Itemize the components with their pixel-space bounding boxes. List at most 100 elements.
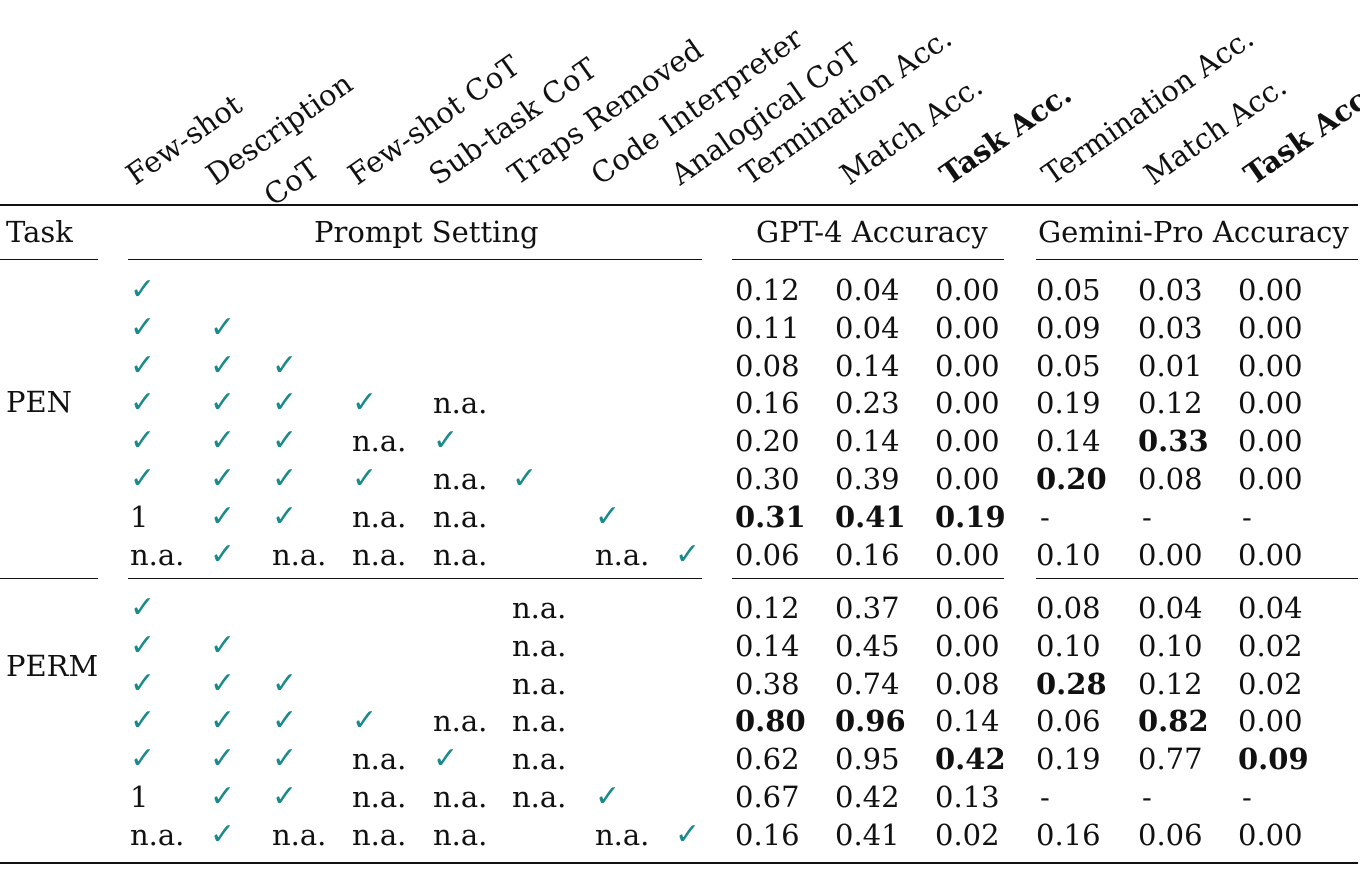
check-icon: ✓ (210, 703, 236, 739)
gpt4-metric-cell: 0.96 (835, 704, 906, 739)
prompt-cell: n.a. (512, 666, 567, 701)
check-icon: ✓ (272, 498, 298, 534)
check-icon: ✓ (595, 779, 621, 814)
gpt4-metric-cell: 0.16 (835, 537, 900, 572)
task-header: Task (6, 215, 73, 249)
gemini-metric-cell: 0.82 (1138, 704, 1209, 739)
gemini-metric-cell: 0.00 (1138, 537, 1203, 572)
check-icon: ✓ (675, 816, 701, 852)
gpt4-metric-cell: 0.16 (735, 386, 800, 421)
check-icon: ✓ (433, 423, 459, 459)
prompt-cell: n.a. (352, 499, 407, 534)
gemini-metric-cell: 0.03 (1138, 273, 1203, 307)
check-icon: ✓ (130, 461, 156, 496)
gpt4-metric-cell: 0.00 (935, 310, 1000, 345)
gemini-metric-cell: 0.02 (1238, 628, 1303, 663)
check-icon: ✓ (272, 423, 298, 459)
check-icon: ✓ (210, 741, 236, 777)
gemini-metric-cell: 0.06 (1036, 704, 1101, 739)
gpt4-metric-cell: 0.20 (735, 424, 800, 459)
gemini-metric-cell: 0.08 (1036, 591, 1101, 625)
check-icon: ✓ (512, 461, 538, 496)
prompt-cell: n.a. (512, 742, 567, 777)
check-icon: ✓ (210, 536, 236, 572)
task-label: PERM (6, 649, 99, 683)
task-label: PEN (6, 385, 73, 419)
prompt-cell: n.a. (512, 780, 567, 814)
gemini-metric-cell: 0.05 (1036, 348, 1101, 383)
prompt-cell: n.a. (130, 817, 185, 852)
gpt4-metric-cell: 0.31 (735, 499, 806, 534)
check-icon: ✓ (130, 347, 156, 383)
check-icon: ✓ (272, 665, 298, 701)
check-icon: ✓ (130, 423, 156, 459)
gemini-metric-cell: 0.05 (1036, 273, 1101, 307)
check-icon: ✓ (210, 309, 236, 345)
sep-rule-gemini (1036, 578, 1358, 579)
gemini-metric-cell: 0.00 (1238, 817, 1303, 852)
gemini-metric-cell: 0.20 (1036, 462, 1107, 496)
gemini-metric-cell: - (1242, 499, 1252, 534)
gpt4-metric-cell: 0.14 (735, 628, 800, 663)
gpt4-metric-cell: 0.00 (935, 462, 1000, 496)
gemini-metric-cell: - (1142, 499, 1152, 534)
gpt4-accuracy-header: GPT-4 Accuracy (756, 215, 988, 249)
check-icon: ✓ (130, 703, 156, 739)
prompt-cell: n.a. (433, 462, 488, 496)
gpt4-metric-cell: 0.12 (735, 273, 800, 307)
gemini-metric-cell: 0.08 (1138, 462, 1203, 496)
gemini-metric-cell: 0.10 (1036, 628, 1101, 663)
check-icon: ✓ (352, 703, 378, 739)
gpt4-metric-cell: 0.04 (835, 273, 900, 307)
gemini-metric-cell: 0.06 (1138, 817, 1203, 852)
gpt4-metric-cell: 0.12 (735, 591, 800, 625)
prompt-cell: n.a. (512, 628, 567, 663)
check-icon: ✓ (272, 347, 298, 383)
gpt4-metric-cell: 0.11 (735, 310, 800, 345)
prompt-cell: n.a. (352, 537, 407, 572)
gpt4-metric-cell: 0.74 (835, 666, 900, 701)
gpt4-metric-cell: 0.00 (935, 628, 1000, 663)
gpt4-metric-cell: 0.23 (835, 386, 900, 421)
gpt4-metric-cell: 0.42 (835, 780, 900, 814)
gemini-metric-cell: - (1242, 780, 1252, 814)
check-icon: ✓ (272, 703, 298, 739)
prompt-cell: n.a. (272, 537, 327, 572)
gpt4-metric-cell: 0.13 (935, 780, 1000, 814)
gpt4-metric-cell: 0.14 (935, 704, 1000, 739)
mid-rule-gemini (1036, 259, 1358, 260)
gemini-metric-cell: 0.09 (1238, 742, 1309, 777)
gemini-metric-cell: 0.00 (1238, 537, 1303, 572)
prompt-setting-header: Prompt Setting (314, 215, 539, 249)
gpt4-metric-cell: 0.00 (935, 348, 1000, 383)
check-icon: ✓ (352, 461, 378, 496)
prompt-cell: 1 (130, 780, 149, 814)
gemini-metric-cell: 0.10 (1036, 537, 1101, 572)
gpt4-metric-cell: 0.00 (935, 386, 1000, 421)
check-icon: ✓ (130, 627, 156, 663)
prompt-cell: n.a. (433, 817, 488, 852)
gemini-metric-cell: 0.00 (1238, 348, 1303, 383)
gpt4-metric-cell: 0.00 (935, 424, 1000, 459)
check-icon: ✓ (130, 272, 156, 307)
gpt4-metric-cell: 0.39 (835, 462, 900, 496)
gemini-metric-cell: 0.04 (1238, 591, 1303, 625)
bottom-rule (0, 862, 1358, 864)
check-icon: ✓ (130, 665, 156, 701)
gemini-metric-cell: 0.19 (1036, 386, 1101, 421)
gpt4-metric-cell: 0.38 (735, 666, 800, 701)
gemini-metric-cell: 0.00 (1238, 462, 1303, 496)
gpt4-metric-cell: 0.04 (835, 310, 900, 345)
gemini-metric-cell: 0.14 (1036, 424, 1101, 459)
check-icon: ✓ (272, 779, 298, 814)
check-icon: ✓ (272, 741, 298, 777)
gemini-metric-cell: 0.00 (1238, 386, 1303, 421)
mid-rule-task (0, 259, 98, 260)
gpt4-metric-cell: 0.14 (835, 348, 900, 383)
check-icon: ✓ (210, 816, 236, 852)
gemini-metric-cell: 0.00 (1238, 424, 1303, 459)
check-icon: ✓ (595, 498, 621, 534)
prompt-cell: n.a. (433, 704, 488, 739)
check-icon: ✓ (130, 309, 156, 345)
gpt4-metric-cell: 0.45 (835, 628, 900, 663)
